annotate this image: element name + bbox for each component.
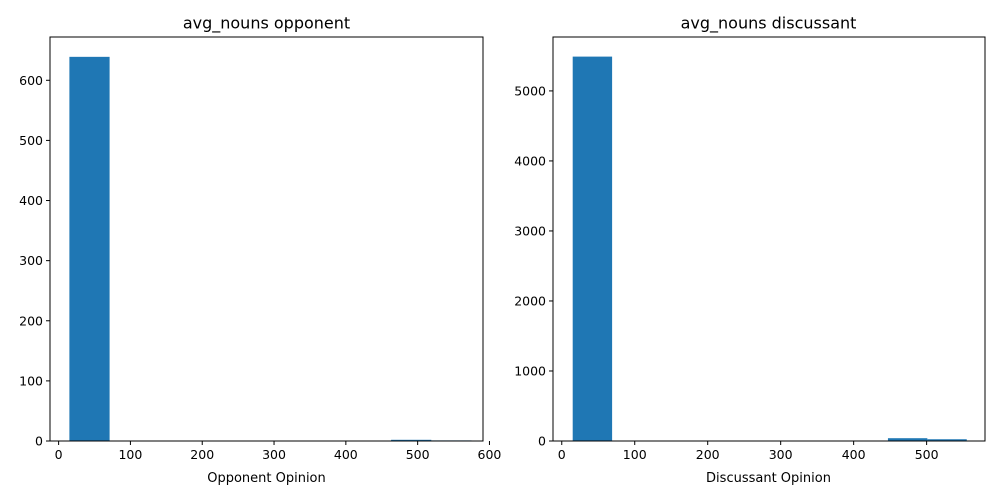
y-tick-label: 4000 (514, 153, 546, 168)
bar-group (69, 56, 472, 441)
y-tick-label: 600 (19, 73, 43, 88)
x-tick-label: 200 (190, 447, 214, 462)
y-tick-label: 5000 (514, 83, 546, 98)
chart-opponent: avg_nouns opponent 0 100 200 300 400 500 600 0… (19, 14, 501, 487)
y-tick-label: 300 (19, 253, 43, 268)
plot-frame (49, 36, 484, 442)
chart-discussant: avg_nouns discussant 0 100 200 300 400 500 0 1… (514, 14, 986, 486)
bar-group (572, 56, 967, 441)
chart-title: avg_nouns discussant (681, 14, 857, 34)
y-tick-label: 400 (19, 193, 43, 208)
x-tick-label: 200 (696, 447, 720, 462)
x-tick-label: 300 (262, 447, 286, 462)
x-tick-label: 400 (842, 447, 866, 462)
histogram-bar (887, 438, 928, 441)
y-tick-label: 3000 (514, 223, 546, 238)
histogram-bar (572, 56, 613, 441)
chart-title: avg_nouns opponent (183, 14, 350, 34)
x-tick-label: 100 (118, 447, 142, 462)
y-tick-label: 0 (35, 434, 43, 449)
histogram-bar (927, 439, 967, 441)
y-tick-label: 1000 (514, 363, 546, 378)
x-tick-label: 300 (769, 447, 793, 462)
y-axis-ticks: 0 100 200 300 400 500 600 (19, 73, 50, 449)
y-axis-ticks: 0 1000 2000 3000 4000 5000 (514, 83, 553, 449)
y-tick-label: 100 (19, 373, 43, 388)
x-axis-ticks: 0 100 200 300 400 500 (558, 441, 939, 462)
y-tick-label: 200 (19, 313, 43, 328)
y-tick-label: 2000 (514, 293, 546, 308)
x-tick-label: 600 (478, 447, 502, 462)
plot-frame (552, 36, 986, 442)
y-tick-label: 500 (19, 133, 43, 148)
x-tick-label: 0 (55, 447, 63, 462)
x-tick-label: 500 (406, 447, 430, 462)
histogram-bar (391, 439, 432, 441)
y-tick-label: 0 (538, 434, 546, 449)
x-axis-ticks: 0 100 200 300 400 500 600 (55, 441, 502, 462)
x-axis-label: Opponent Opinion (207, 471, 326, 486)
x-tick-label: 500 (915, 447, 939, 462)
histogram-bar (69, 56, 110, 441)
x-tick-label: 400 (334, 447, 358, 462)
x-tick-label: 100 (623, 447, 647, 462)
x-tick-label: 0 (558, 447, 566, 462)
x-axis-label: Discussant Opinion (706, 471, 831, 486)
